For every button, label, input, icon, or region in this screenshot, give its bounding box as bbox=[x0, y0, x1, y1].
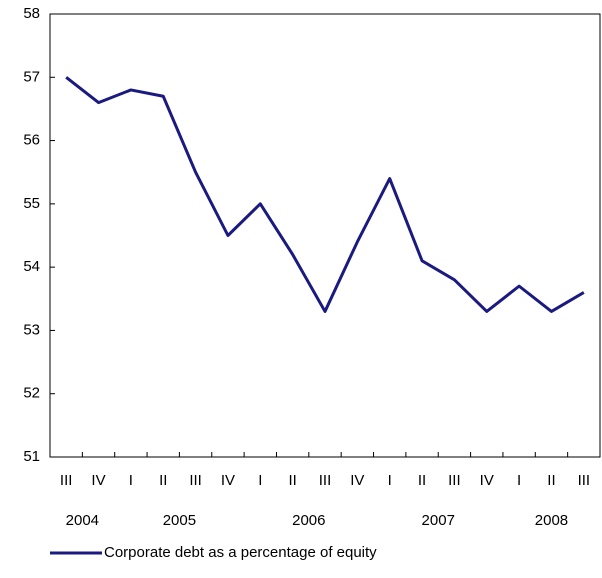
year-label: 2005 bbox=[163, 512, 196, 529]
year-label: 2004 bbox=[66, 512, 99, 529]
x-tick-label: I bbox=[517, 472, 521, 489]
x-tick-label: III bbox=[60, 472, 73, 489]
x-tick-label: IV bbox=[221, 472, 235, 489]
x-tick-label: IV bbox=[350, 472, 364, 489]
y-tick-label: 51 bbox=[23, 448, 40, 465]
x-tick-label: III bbox=[448, 472, 461, 489]
y-tick-label: 54 bbox=[23, 258, 40, 275]
x-tick-label: I bbox=[258, 472, 262, 489]
x-tick-label: II bbox=[288, 472, 296, 489]
line bbox=[65, 76, 585, 313]
year-label: 2008 bbox=[535, 512, 568, 529]
y-tick-label: 56 bbox=[23, 132, 40, 149]
year-label: 2006 bbox=[292, 512, 325, 529]
x-tick-label: I bbox=[129, 472, 133, 489]
y-tick-label: 55 bbox=[23, 195, 40, 212]
year-label: 2007 bbox=[422, 512, 455, 529]
y-tick-label: 53 bbox=[23, 321, 40, 338]
plot-frame bbox=[49, 13, 601, 458]
y-tick-label: 58 bbox=[23, 5, 40, 22]
x-tick-label: I bbox=[388, 472, 392, 489]
x-tick-label: III bbox=[578, 472, 591, 489]
x-tick-label: IV bbox=[91, 472, 105, 489]
x-tick-label: III bbox=[189, 472, 202, 489]
y-tick-label: 52 bbox=[23, 385, 40, 402]
x-tick-label: II bbox=[418, 472, 426, 489]
x-tick-label: IV bbox=[480, 472, 494, 489]
x-tick-label: II bbox=[547, 472, 555, 489]
x-tick-label: II bbox=[159, 472, 167, 489]
x-tick-label: III bbox=[319, 472, 332, 489]
y-tick-label: 57 bbox=[23, 68, 40, 85]
legend-label: Corporate debt as a percentage of equity bbox=[104, 544, 377, 561]
